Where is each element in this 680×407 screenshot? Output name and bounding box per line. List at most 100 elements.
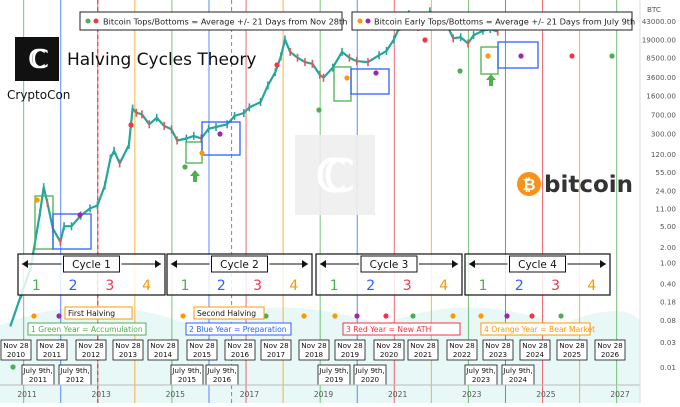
x-tick-label: 2027 [610, 390, 629, 399]
arrowhead-right-icon [600, 260, 606, 268]
cycle-marker-dot [569, 53, 575, 59]
date-label-line: 2023 [472, 375, 490, 384]
cycle-marker-dot [301, 313, 307, 319]
date-label-line: 2017 [267, 350, 285, 359]
date-label-line: July 9th, [465, 366, 495, 375]
arrowhead-right-icon [155, 260, 161, 268]
cycle-marker-dot [504, 313, 510, 319]
cycle-label-box [211, 255, 268, 273]
date-label-line: Nov 28 [485, 341, 511, 350]
cycle-label: Cycle 2 [220, 259, 259, 271]
cryptocon-logo-icon: C [31, 45, 49, 75]
cycle-year-number: 1 [479, 278, 488, 294]
date-label-box [75, 339, 107, 361]
date-label-box [334, 339, 366, 361]
bitcoin-symbol: ₿ [522, 175, 535, 194]
date-label-line: 2019 [341, 350, 360, 359]
x-tick-label: 2019 [314, 390, 333, 399]
watermark-icon: C [315, 149, 347, 203]
cycle-year-number: 2 [69, 278, 78, 294]
cycle-marker-dot [457, 68, 463, 74]
date-label-box [556, 339, 588, 361]
green-arrow-icon [486, 74, 496, 86]
date-label-line: 2015 [193, 350, 211, 359]
x-tick-label: 2017 [240, 390, 259, 399]
cycle-label-box [360, 255, 418, 273]
blue-preparation-box-2 [201, 121, 241, 156]
cycle-marker-dot [10, 364, 16, 370]
y-tick-label: 5.00 [660, 222, 676, 231]
cycle-marker-dot [263, 313, 269, 319]
y-tick-label: 8500.00 [646, 54, 676, 63]
date-label-line: 2011 [29, 375, 47, 384]
cycle-year-number: 1 [32, 278, 41, 294]
blue-preparation-box-1 [52, 213, 92, 250]
date-label-line: 2018 [305, 350, 324, 359]
cycle-marker-dot [422, 37, 428, 43]
date-label-line: 2024 [509, 375, 528, 384]
brand-name: CryptoCon [7, 88, 70, 102]
legend-early-box [351, 11, 633, 31]
cycle-marker-dot [316, 107, 322, 113]
cycle-year-number: 3 [253, 278, 262, 294]
cycle-marker-dot [128, 122, 134, 128]
y-tick-label: 700.00 [651, 110, 677, 119]
date-label-line: 2012 [82, 350, 100, 359]
date-label-line: Nov 28 [78, 341, 104, 350]
date-label-line: 2016 [213, 375, 232, 384]
date-label-box [373, 339, 405, 361]
date-label-line: Nov 28 [227, 341, 253, 350]
date-label-line: 2020 [380, 350, 399, 359]
cycle-year-number: 4 [587, 278, 596, 294]
date-label-box [594, 339, 626, 361]
cycle-marker-dot [450, 313, 456, 319]
date-label-line: Nov 28 [410, 341, 436, 350]
date-label-box [36, 339, 68, 361]
date-label-line: 2019 [325, 375, 344, 384]
date-label-box [482, 339, 514, 361]
date-label-box [519, 339, 551, 361]
date-label-line: Nov 28 [597, 341, 623, 350]
cycle-box-1: Cycle 1 1 2 3 4 [17, 253, 166, 296]
y-tick-label: 120.00 [651, 150, 677, 159]
date-label-line: 2023 [489, 350, 507, 359]
date-label-line: Nov 28 [337, 341, 363, 350]
year-legend-box [185, 322, 292, 336]
red-dot-icon [93, 18, 99, 24]
bitcoin-wordmark: bitcoin [544, 172, 633, 198]
cycle-label-box [509, 255, 566, 273]
cycle-marker-dot [217, 131, 223, 137]
arrowhead-left-icon [171, 260, 177, 268]
y-tick-label: 19000.00 [642, 36, 677, 45]
cryptocon-logo-icon: C [28, 45, 46, 75]
date-label-line: 2025 [563, 350, 581, 359]
date-label-box [407, 339, 439, 361]
y-tick-label: 11.00 [655, 204, 676, 213]
date-label-line: Nov 28 [263, 341, 289, 350]
y-tick-label: 43000.00 [642, 17, 677, 26]
date-label-line: 2011 [43, 350, 61, 359]
date-label-box [260, 339, 292, 361]
date-label-line: July 9th, [502, 366, 532, 375]
blue-preparation-box-3 [350, 68, 390, 95]
year-legend-box [342, 322, 461, 336]
green-dot-icon [85, 18, 91, 24]
cycle-marker-dot [344, 75, 350, 81]
date-label-line: July 9th, [171, 366, 201, 375]
cycle-marker-dot [180, 313, 186, 319]
date-label-line: Nov 28 [376, 341, 402, 350]
green-arrow-icon [190, 170, 200, 182]
cycle-marker-dot [274, 62, 280, 68]
cycle-marker-dot [410, 313, 416, 319]
cycle-year-number: 2 [366, 278, 375, 294]
arrowhead-right-icon [452, 260, 458, 268]
cycle-year-number: 3 [105, 278, 114, 294]
y-tick-label: 0.03 [660, 338, 676, 347]
date-label-line: Nov 28 [189, 341, 215, 350]
y-tick-label: 0.08 [660, 316, 676, 325]
date-label-line: Nov 28 [39, 341, 65, 350]
x-tick-label: 2013 [91, 390, 110, 399]
cycle-marker-dot [529, 313, 535, 319]
cycle-marker-dot [56, 313, 62, 319]
date-label-line: 2021 [414, 350, 432, 359]
